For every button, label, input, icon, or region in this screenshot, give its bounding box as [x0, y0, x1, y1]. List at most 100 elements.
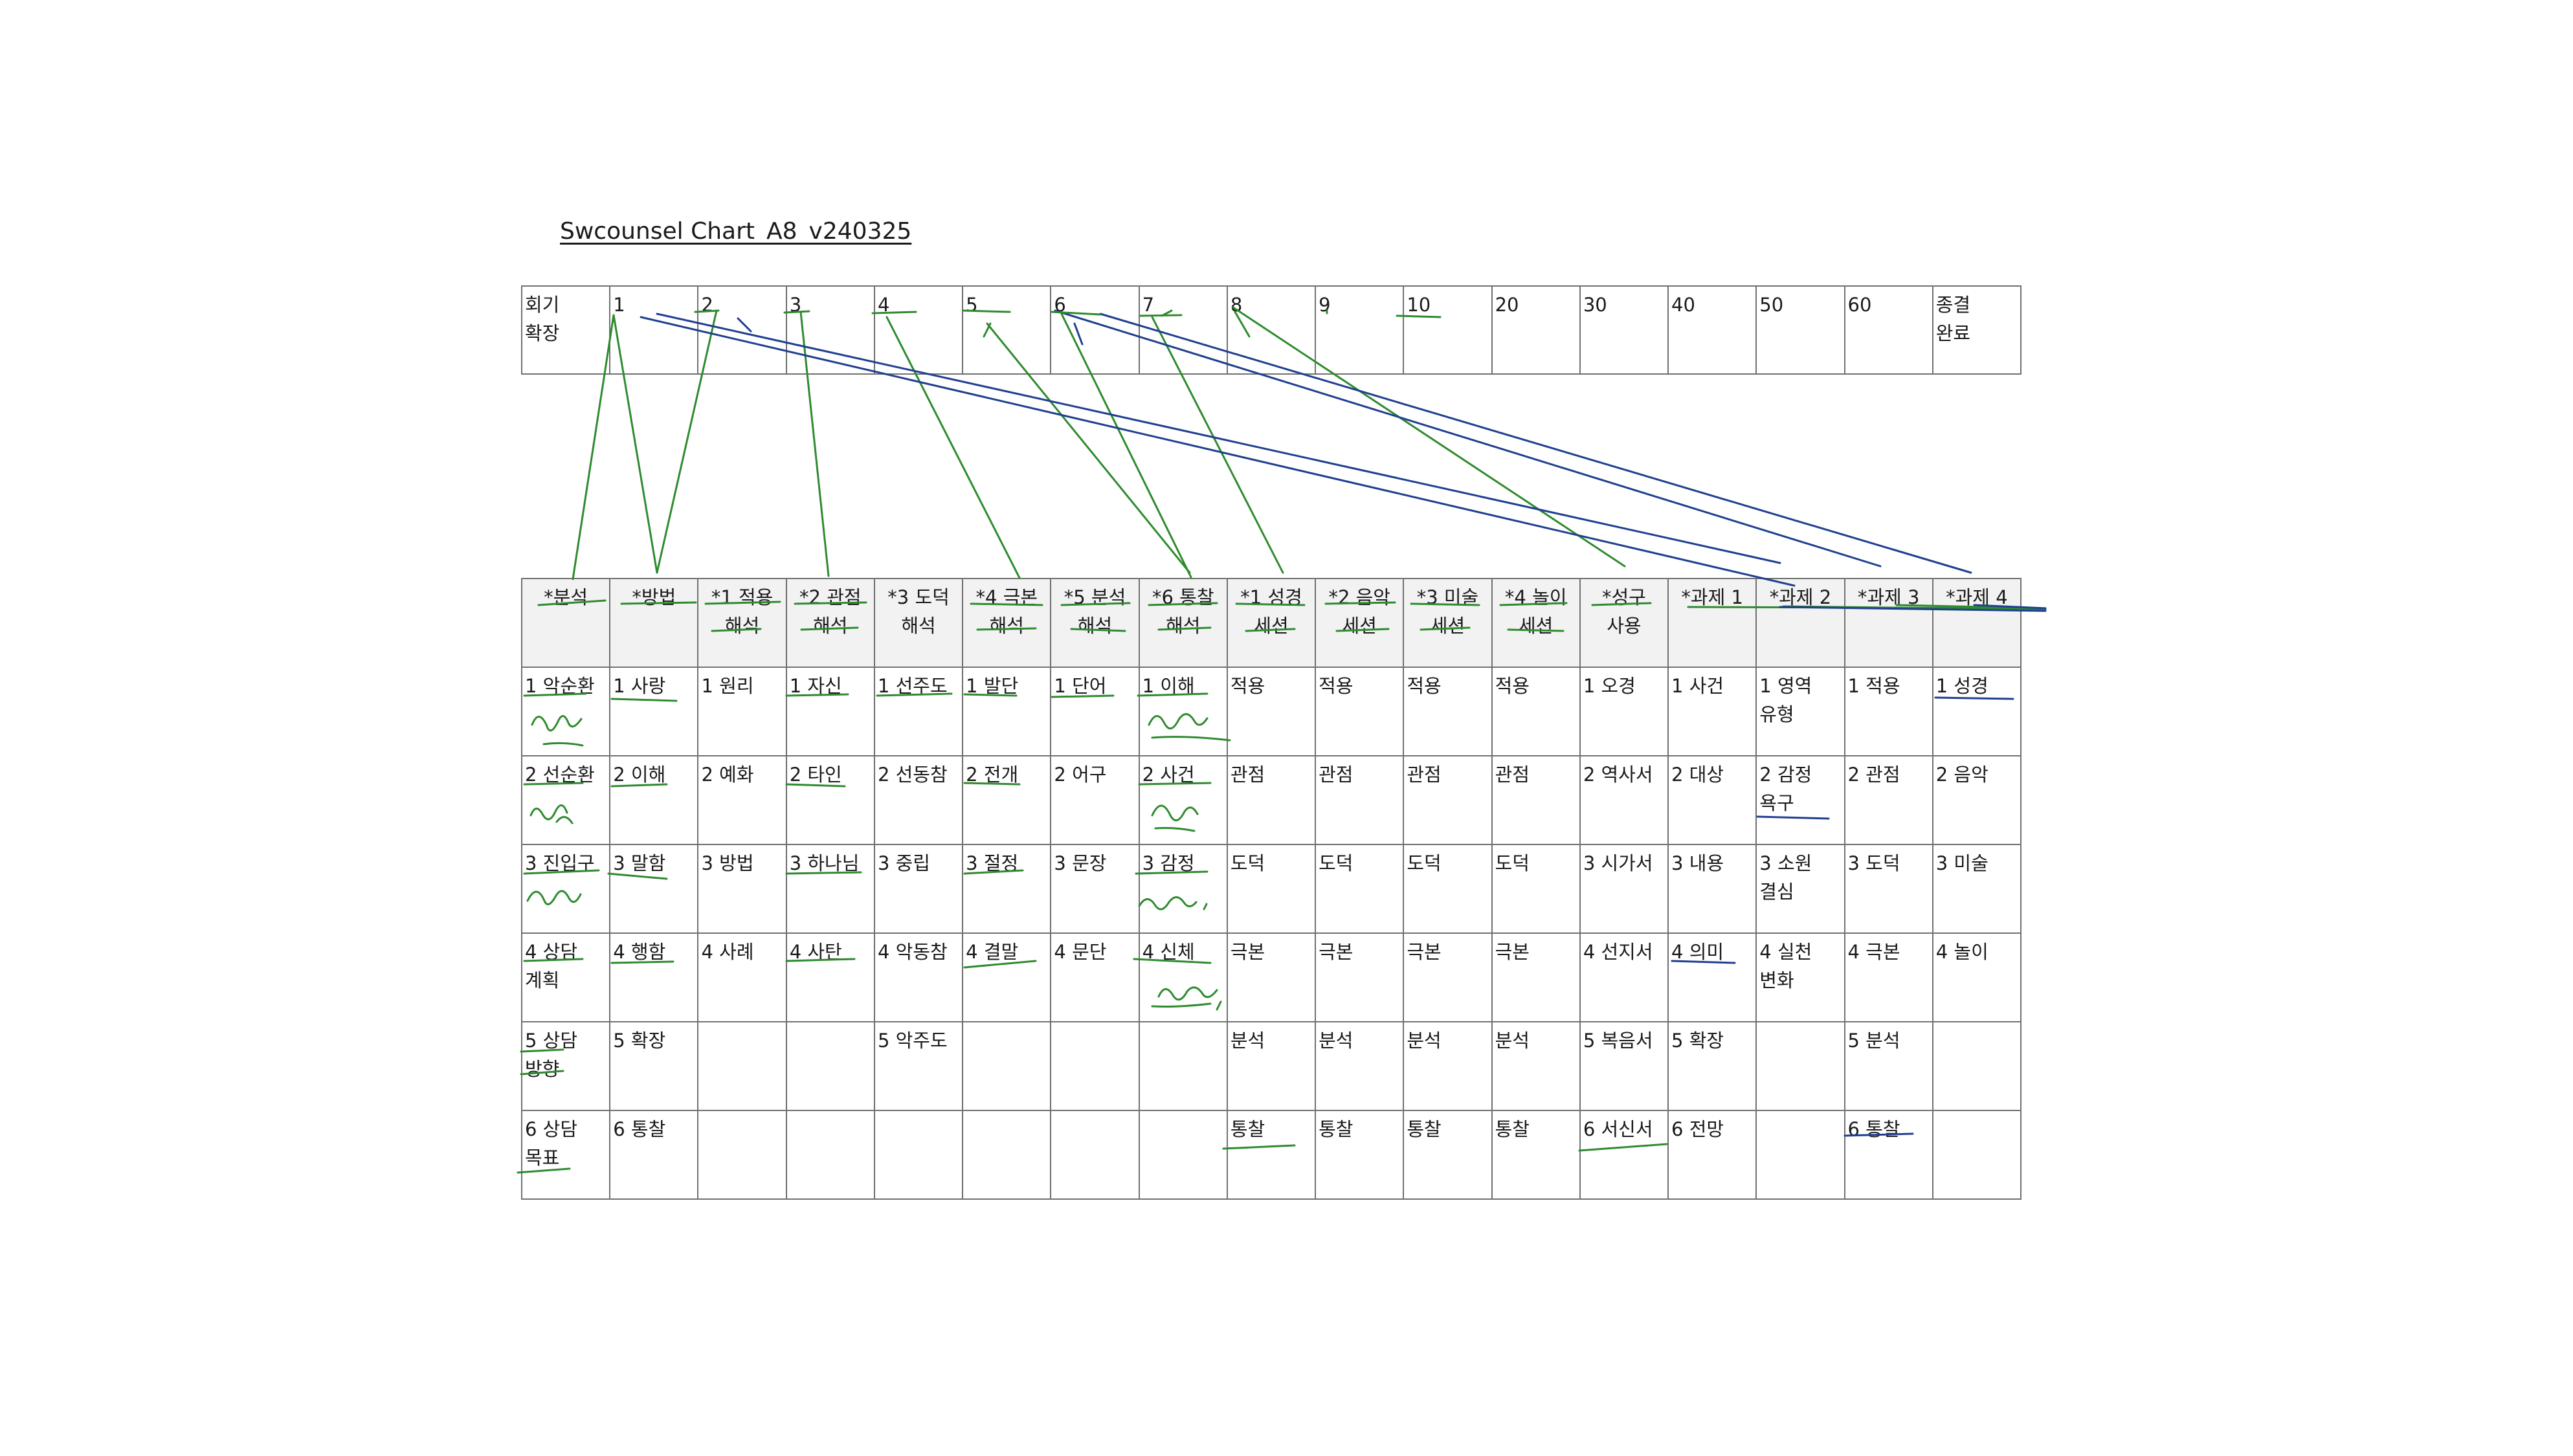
table-cell	[1050, 1110, 1140, 1200]
table-cell: 5 분석	[1843, 1021, 1933, 1111]
header-cell: *3 도덕 해석	[873, 578, 964, 668]
table-cell: 통찰	[1491, 1110, 1581, 1200]
table-cell: 6 상담 목표	[520, 1110, 611, 1200]
table-cell: 1 오경	[1579, 667, 1669, 756]
table-cell: 6 통찰	[1843, 1110, 1933, 1200]
table-cell: 도덕	[1226, 844, 1317, 934]
table-cell: 4 악동참	[873, 932, 964, 1022]
table-cell: 1 자신	[785, 667, 875, 756]
header-cell: *분석	[520, 578, 611, 668]
session-cell: 1	[609, 285, 699, 375]
table-cell: 5 확장	[1667, 1021, 1757, 1111]
table-cell: 관점	[1491, 755, 1581, 845]
table-cell: 1 성경	[1932, 667, 2022, 756]
session-cell: 회기 확장	[520, 285, 611, 375]
table-cell: 1 선주도	[873, 667, 964, 756]
table-cell: 6 서신서	[1579, 1110, 1669, 1200]
table-cell: 2 관점	[1843, 755, 1933, 845]
table-cell: 4 사례	[697, 932, 787, 1022]
header-cell: *1 적용 해석	[697, 578, 787, 668]
table-cell	[1138, 1110, 1228, 1200]
header-cell: *1 성경 세션	[1226, 578, 1317, 668]
table-cell: 극본	[1491, 932, 1581, 1022]
table-cell: 분석	[1226, 1021, 1317, 1111]
session-cell: 30	[1579, 285, 1669, 375]
session-cell: 20	[1491, 285, 1581, 375]
table-cell: 3 미술	[1932, 844, 2022, 934]
table-cell: 3 진입구	[520, 844, 611, 934]
table-cell: 통찰	[1403, 1110, 1493, 1200]
table-cell: 2 예화	[697, 755, 787, 845]
table-cell: 4 사탄	[785, 932, 875, 1022]
table-cell: 2 사건	[1138, 755, 1228, 845]
table-cell: 3 소원 결심	[1755, 844, 1845, 934]
table-cell: 4 놀이	[1932, 932, 2022, 1022]
table-cell	[962, 1110, 1052, 1200]
table-cell: 3 절정	[962, 844, 1052, 934]
table-cell: 3 문장	[1050, 844, 1140, 934]
table-cell	[1755, 1021, 1845, 1111]
table-cell: 3 도덕	[1843, 844, 1933, 934]
session-cell: 3	[785, 285, 875, 375]
session-cell: 8	[1226, 285, 1317, 375]
table-cell: 관점	[1403, 755, 1493, 845]
table-cell	[1932, 1110, 2022, 1200]
table-cell: 4 극본	[1843, 932, 1933, 1022]
table-cell: 1 단어	[1050, 667, 1140, 756]
session-cell: 종결 완료	[1932, 285, 2022, 375]
table-cell: 4 문단	[1050, 932, 1140, 1022]
session-cell: 60	[1843, 285, 1933, 375]
table-cell: 분석	[1315, 1021, 1405, 1111]
session-cell: 7	[1138, 285, 1228, 375]
table-cell	[1932, 1021, 2022, 1111]
table-cell: 1 이해	[1138, 667, 1228, 756]
table-cell: 2 음악	[1932, 755, 2022, 845]
table-cell	[697, 1110, 787, 1200]
table-cell: 4 신체	[1138, 932, 1228, 1022]
table-cell: 4 결말	[962, 932, 1052, 1022]
table-cell: 적용	[1491, 667, 1581, 756]
table-cell: 분석	[1403, 1021, 1493, 1111]
table-cell: 1 악순환	[520, 667, 611, 756]
table-cell: 4 상담 계획	[520, 932, 611, 1022]
table-cell: 3 방법	[697, 844, 787, 934]
document-title: Swcounsel Chart_A8_v240325	[560, 218, 912, 245]
session-cell: 9	[1315, 285, 1405, 375]
table-cell: 1 원리	[697, 667, 787, 756]
table-cell: 3 하나님	[785, 844, 875, 934]
table-cell	[785, 1110, 875, 1200]
table-row: 6 상담 목표 6 통찰 통찰 통찰 통찰 통찰 6 서신서 6 전망 6 통찰	[520, 1110, 2022, 1200]
header-cell: *4 놀이 세션	[1491, 578, 1581, 668]
table-cell	[1755, 1110, 1845, 1200]
table-cell: 2 감정 욕구	[1755, 755, 1845, 845]
table-cell: 극본	[1315, 932, 1405, 1022]
table-cell: 2 역사서	[1579, 755, 1669, 845]
table-cell: 2 선순환	[520, 755, 611, 845]
table-cell: 1 사랑	[609, 667, 699, 756]
table-cell: 관점	[1315, 755, 1405, 845]
table-cell	[873, 1110, 964, 1200]
table-cell: 1 발단	[962, 667, 1052, 756]
header-cell: *2 음악 세션	[1315, 578, 1405, 668]
table-row: 3 진입구 3 말함 3 방법 3 하나님 3 중립 3 절정 3 문장 3 감정 도덕 도덕 도덕…	[520, 844, 2022, 934]
table-cell	[1138, 1021, 1228, 1111]
table-cell: 1 사건	[1667, 667, 1757, 756]
session-cell: 4	[873, 285, 964, 375]
table-cell: 2 선동참	[873, 755, 964, 845]
table-row: 1 악순환 1 사랑 1 원리 1 자신 1 선주도 1 발단 1 단어 1 이해 적용 적용 적용…	[520, 667, 2022, 756]
header-cell: *과제 1	[1667, 578, 1757, 668]
session-cell: 5	[962, 285, 1052, 375]
session-row: 회기 확장 1 2 3 4 5 6 7 8 9 10 20 30 40 50 60 종결 완료	[520, 285, 2022, 375]
header-cell: *과제 3	[1843, 578, 1933, 668]
table-cell: 6 통찰	[609, 1110, 699, 1200]
header-cell: *3 미술 세션	[1403, 578, 1493, 668]
table-cell: 적용	[1315, 667, 1405, 756]
session-cell: 50	[1755, 285, 1845, 375]
table-cell: 3 시가서	[1579, 844, 1669, 934]
header-cell: *성구 사용	[1579, 578, 1669, 668]
table-cell: 4 실천 변화	[1755, 932, 1845, 1022]
table-cell: 3 말함	[609, 844, 699, 934]
table-cell	[697, 1021, 787, 1111]
counsel-chart-table: *분석 *방법 *1 적용 해석 *2 관점 해석 *3 도덕 해석 *4 극본 해석 *5…	[520, 578, 2022, 1200]
table-cell: 극본	[1226, 932, 1317, 1022]
